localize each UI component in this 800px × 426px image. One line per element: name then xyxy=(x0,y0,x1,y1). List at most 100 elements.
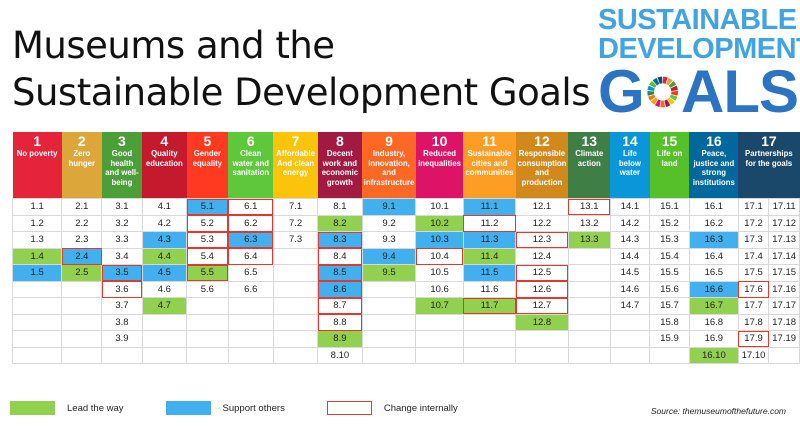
empty-cell xyxy=(567,264,611,282)
empty-cell xyxy=(141,330,188,348)
wheel-segment xyxy=(647,91,654,96)
title-line-1: Museums and the xyxy=(12,24,335,67)
empty-cell xyxy=(61,330,103,348)
target-cell-17.18: 17.18 xyxy=(768,313,800,331)
target-cell-10.7: 10.7 xyxy=(415,297,464,315)
target-cell-12.6: 12.6 xyxy=(515,280,569,298)
logo-line-3: G ALS xyxy=(598,58,799,125)
target-cell-8.3: 8.3 xyxy=(317,231,363,249)
table-row: 3.6 4.6 5.6 6.6 8.6 10.6 11.6 12.6 14.6 15.6 16.6 1… xyxy=(11,280,800,298)
target-cell-12.3: 12.3 xyxy=(515,231,569,249)
goal-label: Industry, innovation, and infrastructure xyxy=(363,149,415,187)
empty-cell xyxy=(361,346,417,364)
target-cell-14.1: 14.1 xyxy=(609,198,651,216)
target-cell-6.5: 6.5 xyxy=(227,264,274,282)
wheel-segment xyxy=(650,97,658,105)
target-cell-5.1: 5.1 xyxy=(186,198,229,216)
goal-number: 16 xyxy=(706,133,722,149)
target-cell-15.2: 15.2 xyxy=(649,214,690,232)
target-cell-4.2: 4.2 xyxy=(141,214,188,232)
table-row: 3.9 8.9 15.9 16.9 17.9 17.19 xyxy=(11,330,800,348)
target-cell-10.5: 10.5 xyxy=(415,264,464,282)
goal-label: Reduced inequalities xyxy=(418,149,462,168)
target-cell-4.6: 4.6 xyxy=(141,280,188,298)
legend-swatch-lead xyxy=(10,401,55,415)
target-cell-2.2: 2.2 xyxy=(61,214,103,232)
target-cell-8.9: 8.9 xyxy=(317,330,363,348)
goal-header-8: 8 Decent work and economic growth xyxy=(317,132,363,199)
empty-cell xyxy=(272,297,319,315)
target-cell-1.5: 1.5 xyxy=(11,264,63,282)
empty-cell xyxy=(567,280,611,298)
goal-header-3: 3 Good health and well-being xyxy=(101,132,143,199)
empty-cell xyxy=(186,297,229,315)
target-cell-8.4: 8.4 xyxy=(317,247,363,265)
target-cell-11.7: 11.7 xyxy=(462,297,517,315)
target-cell-17.13: 17.13 xyxy=(768,231,800,249)
goal-label: Affordable And clean energy xyxy=(276,149,316,177)
goal-number: 15 xyxy=(661,133,678,149)
empty-cell xyxy=(415,330,464,348)
goal-label: Decent work and economic growth xyxy=(321,149,359,187)
empty-cell xyxy=(567,313,611,331)
target-cell-4.5: 4.5 xyxy=(141,264,188,282)
empty-cell xyxy=(567,247,611,265)
page-title: Museums and the Sustainable Development … xyxy=(12,22,590,116)
empty-cell xyxy=(272,247,319,265)
wheel-segment xyxy=(654,99,661,107)
legend-label: Lead the way xyxy=(67,402,124,414)
target-cell-6.3: 6.3 xyxy=(227,231,274,249)
empty-cell xyxy=(61,280,103,298)
logo-letter-g: G xyxy=(598,58,645,125)
goal-label: Zero hunger xyxy=(68,149,95,168)
sdg-wheel-icon xyxy=(647,76,678,108)
target-cell-12.4: 12.4 xyxy=(515,247,569,265)
goal-label: Partnerships for the goals xyxy=(745,149,793,168)
target-cell-4.4: 4.4 xyxy=(141,247,188,265)
target-cell-15.9: 15.9 xyxy=(649,330,690,348)
empty-cell xyxy=(141,313,188,331)
target-cell-9.3: 9.3 xyxy=(361,231,417,249)
empty-cell xyxy=(61,313,103,331)
wheel-segment xyxy=(652,77,659,86)
target-cell-8.2: 8.2 xyxy=(317,214,363,232)
target-cell-3.7: 3.7 xyxy=(101,297,143,315)
table-row: 8.10 16.10 17.10 xyxy=(11,346,800,364)
target-cell-12.7: 12.7 xyxy=(515,297,569,315)
title-line-2: Sustainable Development Goals xyxy=(12,71,590,114)
target-cell-17.14: 17.14 xyxy=(768,247,800,265)
target-cell-10.6: 10.6 xyxy=(415,280,464,298)
table-row: 1.5 2.5 3.5 4.5 5.5 6.5 8.5 9.5 10.5 11.5 12.5 14.5… xyxy=(11,264,800,282)
target-cell-11.5: 11.5 xyxy=(462,264,517,282)
target-cell-16.5: 16.5 xyxy=(688,264,739,282)
target-cell-13.1: 13.1 xyxy=(567,198,611,216)
goal-header-10: 10 Reduced inequalities xyxy=(415,132,464,199)
legend-label: Change internally xyxy=(383,402,458,414)
target-cell-17.10: 17.10 xyxy=(737,346,770,364)
target-cell-17.8: 17.8 xyxy=(737,313,770,331)
goal-number: 1 xyxy=(33,133,42,149)
target-cell-4.3: 4.3 xyxy=(141,231,188,249)
target-cell-1.1: 1.1 xyxy=(11,198,63,216)
target-cell-5.4: 5.4 xyxy=(186,247,229,265)
goal-header-11: 11 Sustainable cities and communities xyxy=(463,132,516,199)
logo-line-2: DEVELOPMENT xyxy=(598,33,800,65)
empty-cell xyxy=(186,330,229,348)
goal-label: Life below water xyxy=(618,149,641,177)
target-cell-3.5: 3.5 xyxy=(101,264,143,282)
wheel-segment xyxy=(670,91,678,96)
target-cell-17.3: 17.3 xyxy=(737,231,770,249)
goal-label: Quality education xyxy=(145,149,183,168)
target-cell-9.4: 9.4 xyxy=(361,247,417,265)
target-cell-7.3: 7.3 xyxy=(272,231,319,249)
target-cell-4.7: 4.7 xyxy=(141,297,188,315)
target-cell-15.7: 15.7 xyxy=(649,297,690,315)
empty-cell xyxy=(272,330,319,348)
target-cell-7.1: 7.1 xyxy=(272,198,319,216)
target-cell-10.4: 10.4 xyxy=(415,247,464,265)
empty-cell xyxy=(227,313,274,331)
goal-header-13: 13 Climate action xyxy=(568,132,611,199)
empty-cell xyxy=(141,346,188,364)
goal-label: Peace, justice and strong institutions xyxy=(692,149,735,187)
goal-header-17: 17 Partnerships for the goals xyxy=(738,132,800,199)
